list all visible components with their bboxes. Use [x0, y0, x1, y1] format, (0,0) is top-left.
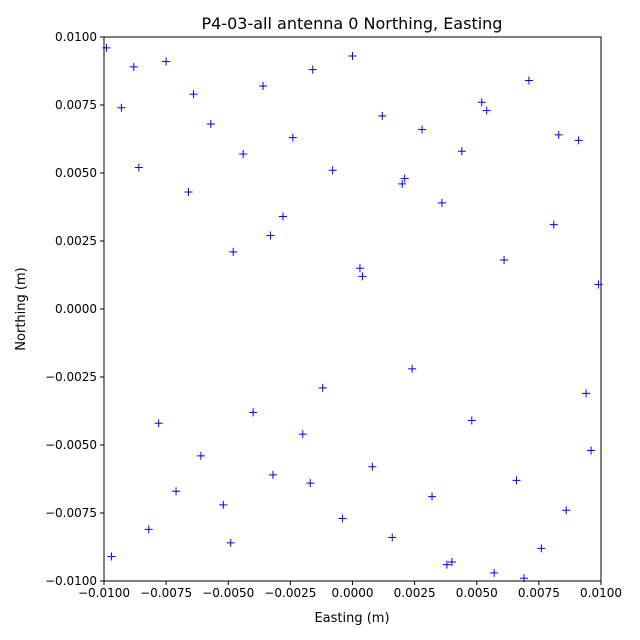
data-point — [239, 149, 248, 158]
data-point — [398, 179, 407, 188]
data-point — [189, 90, 198, 99]
data-point — [358, 272, 367, 281]
data-point — [582, 389, 591, 398]
x-tick-label: −0.0075 — [140, 586, 192, 600]
y-axis-label: Northing (m) — [14, 267, 29, 350]
scatter-points — [102, 43, 603, 583]
data-point — [554, 130, 563, 139]
data-point — [266, 231, 275, 240]
data-point — [437, 198, 446, 207]
data-point — [196, 451, 205, 460]
x-tick-label: −0.0025 — [264, 586, 316, 600]
data-point — [226, 538, 235, 547]
x-tick-label: −0.0100 — [78, 586, 130, 600]
data-point — [117, 103, 126, 112]
data-point — [308, 65, 317, 74]
data-point — [338, 514, 347, 523]
data-point — [318, 383, 327, 392]
data-point — [206, 120, 215, 129]
data-point — [562, 506, 571, 515]
plot-background — [104, 37, 601, 581]
y-tick-label: −0.0025 — [45, 370, 97, 384]
plot-area — [102, 36, 603, 583]
x-tick-label: 0.0075 — [518, 586, 560, 600]
x-tick-label: 0.0025 — [394, 586, 436, 600]
x-tick-label: −0.0050 — [202, 586, 254, 600]
y-tick-label: 0.0075 — [55, 98, 97, 112]
data-point — [278, 212, 287, 221]
data-point — [467, 416, 476, 425]
data-point — [408, 364, 417, 373]
data-point — [549, 220, 558, 229]
data-point — [129, 62, 138, 71]
data-point — [490, 568, 499, 577]
x-axis-label: Easting (m) — [314, 611, 389, 626]
y-axis: −0.0100 −0.0075 −0.0050 −0.0025 0.0000 0.0025… — [45, 30, 104, 588]
y-tick-label: −0.0050 — [45, 438, 97, 452]
data-point — [348, 52, 357, 61]
y-tick-label: 0.0000 — [55, 302, 97, 316]
data-point — [368, 462, 377, 471]
data-point — [355, 264, 364, 273]
data-point — [229, 247, 238, 256]
data-point — [134, 163, 143, 172]
chart-title: P4-03-all antenna 0 Northing, Easting — [202, 14, 503, 33]
y-tick-label: −0.0075 — [45, 506, 97, 520]
data-point — [442, 560, 451, 569]
data-point — [184, 188, 193, 197]
data-point — [537, 544, 546, 553]
data-point — [219, 500, 228, 509]
data-point — [378, 111, 387, 120]
data-point — [418, 125, 427, 134]
data-point — [400, 174, 409, 183]
data-point — [162, 57, 171, 66]
data-point — [154, 419, 163, 428]
data-point — [457, 147, 466, 156]
data-point — [477, 98, 486, 107]
data-point — [172, 487, 181, 496]
x-tick-label: 0.0000 — [332, 586, 374, 600]
y-tick-label: 0.0100 — [55, 30, 97, 44]
data-point — [587, 446, 596, 455]
data-point — [574, 136, 583, 145]
data-point — [512, 476, 521, 485]
data-point — [259, 81, 268, 90]
data-point — [482, 106, 491, 115]
data-point — [328, 166, 337, 175]
data-point — [447, 557, 456, 566]
data-point — [288, 133, 297, 142]
data-point — [298, 430, 307, 439]
x-axis: −0.0100 −0.0075 −0.0050 −0.0025 0.0000 0.0025… — [78, 581, 622, 600]
y-tick-label: 0.0050 — [55, 166, 97, 180]
data-point — [268, 470, 277, 479]
data-point — [428, 492, 437, 501]
data-point — [306, 479, 315, 488]
data-point — [388, 533, 397, 542]
data-point — [500, 256, 509, 265]
data-point — [107, 552, 116, 561]
data-point — [144, 525, 153, 534]
x-tick-label: 0.0050 — [456, 586, 498, 600]
y-tick-label: 0.0025 — [55, 234, 97, 248]
x-tick-label: 0.0100 — [580, 586, 622, 600]
data-point — [524, 76, 533, 85]
y-tick-label: −0.0100 — [45, 574, 97, 588]
data-point — [249, 408, 258, 417]
